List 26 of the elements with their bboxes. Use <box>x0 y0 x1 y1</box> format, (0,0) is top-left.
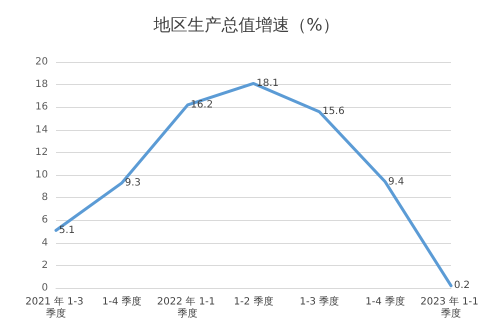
data-label: 5.1 <box>59 224 75 236</box>
data-label: 9.3 <box>124 177 141 188</box>
y-tick-label: 12 <box>35 146 48 158</box>
y-tick-label: 4 <box>42 237 48 248</box>
y-tick-label: 18 <box>35 79 48 90</box>
y-tick-label: 20 <box>35 56 48 68</box>
y-tick-label: 8 <box>42 192 48 204</box>
y-tick-label: 14 <box>35 124 48 136</box>
x-tick-label: 2023 年 1-1 季度 <box>420 296 482 320</box>
x-tick-label: 2021 年 1-3 季度 <box>25 296 87 320</box>
data-label: 0.2 <box>454 280 470 292</box>
x-tick-label: 1-4 季度 <box>102 296 142 308</box>
y-tick-label: 0 <box>42 282 48 294</box>
x-tick-label: 1-4 季度 <box>365 296 405 308</box>
data-label: 9.4 <box>388 176 404 188</box>
data-label: 16.2 <box>190 99 213 110</box>
y-tick-label: 6 <box>42 214 48 226</box>
x-tick-label: 1-3 季度 <box>300 296 340 308</box>
x-tick-label: 1-2 季度 <box>234 296 274 308</box>
chart-title: 地区生产总值增速（%） <box>152 16 340 36</box>
y-tick-label: 2 <box>42 260 48 271</box>
y-tick-label: 16 <box>35 102 48 113</box>
y-tick-label: 10 <box>35 170 48 180</box>
x-tick-label: 2022 年 1-1 季度 <box>157 296 218 320</box>
data-label: 15.6 <box>322 106 345 118</box>
data-label: 18.1 <box>256 78 279 89</box>
